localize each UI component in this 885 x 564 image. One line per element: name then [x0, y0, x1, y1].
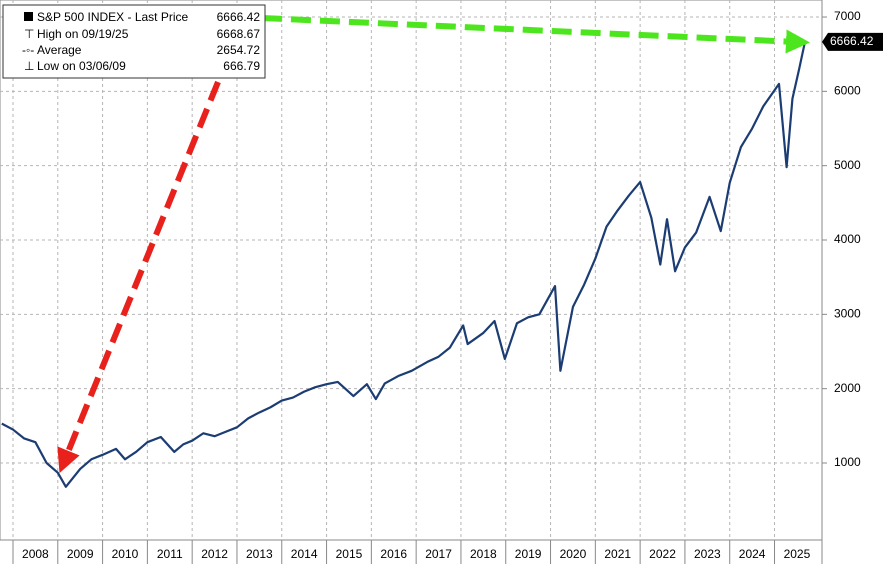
y-tick-label: 3000 — [834, 307, 861, 321]
grid — [0, 0, 822, 540]
x-tick-label: 2021 — [604, 547, 631, 561]
legend-swatch — [24, 12, 33, 21]
x-tick-label: 2016 — [380, 547, 407, 561]
x-tick-label: 2019 — [515, 547, 542, 561]
x-tick-label: 2011 — [157, 547, 183, 561]
price-line — [1, 41, 807, 488]
legend-icon: ⊤ — [24, 27, 34, 41]
x-tick-label: 2024 — [739, 547, 766, 561]
y-tick-label: 4000 — [834, 232, 861, 246]
y-tick-label: 5000 — [834, 158, 861, 172]
stat-label: High on 09/19/25 — [37, 27, 129, 41]
x-tick-label: 2018 — [470, 547, 497, 561]
x-tick-label: 2010 — [112, 547, 139, 561]
x-tick-label: 2013 — [246, 547, 273, 561]
y-tick-label: 2000 — [834, 381, 861, 395]
red-arrow — [57, 80, 221, 474]
axes: 1000 2000 3000 4000 5000 6000 7000 2008 2009 2010… — [12, 9, 883, 564]
x-tick-label: 2012 — [201, 547, 228, 561]
legend-icon: -◦- — [22, 43, 34, 57]
x-tick-label: 2023 — [694, 547, 721, 561]
x-tick-label: 2020 — [560, 547, 587, 561]
stat-value: 6668.67 — [217, 27, 261, 41]
y-tick-label: 1000 — [834, 455, 861, 469]
y-tick-label: 6000 — [834, 84, 861, 98]
x-tick-label: 2022 — [649, 547, 676, 561]
stat-value: 666.79 — [223, 59, 260, 73]
stat-label: Low on 03/06/09 — [37, 59, 126, 73]
last-price-tag — [822, 32, 883, 51]
stat-label: Average — [37, 43, 82, 57]
legend-box — [2, 4, 266, 79]
x-tick-label: 2025 — [784, 547, 811, 561]
stat-value: 2654.72 — [217, 43, 261, 57]
x-tick-label: 2009 — [67, 547, 94, 561]
legend-last-value: 6666.42 — [217, 10, 261, 24]
y-tick-label: 7000 — [834, 9, 861, 23]
legend-icon: ⊥ — [24, 59, 34, 73]
x-tick-label: 2017 — [425, 547, 452, 561]
series — [1, 41, 807, 488]
legend-series-name: S&P 500 INDEX - Last Price — [37, 10, 189, 24]
green-arrow — [261, 15, 810, 54]
x-tick-label: 2014 — [291, 547, 318, 561]
legend: S&P 500 INDEX - Last Price 6666.42 ⊤ Hig… — [2, 4, 266, 79]
x-tick-label: 2008 — [22, 547, 49, 561]
last-price-label: 6666.42 — [830, 34, 874, 48]
x-tick-label: 2015 — [336, 547, 363, 561]
